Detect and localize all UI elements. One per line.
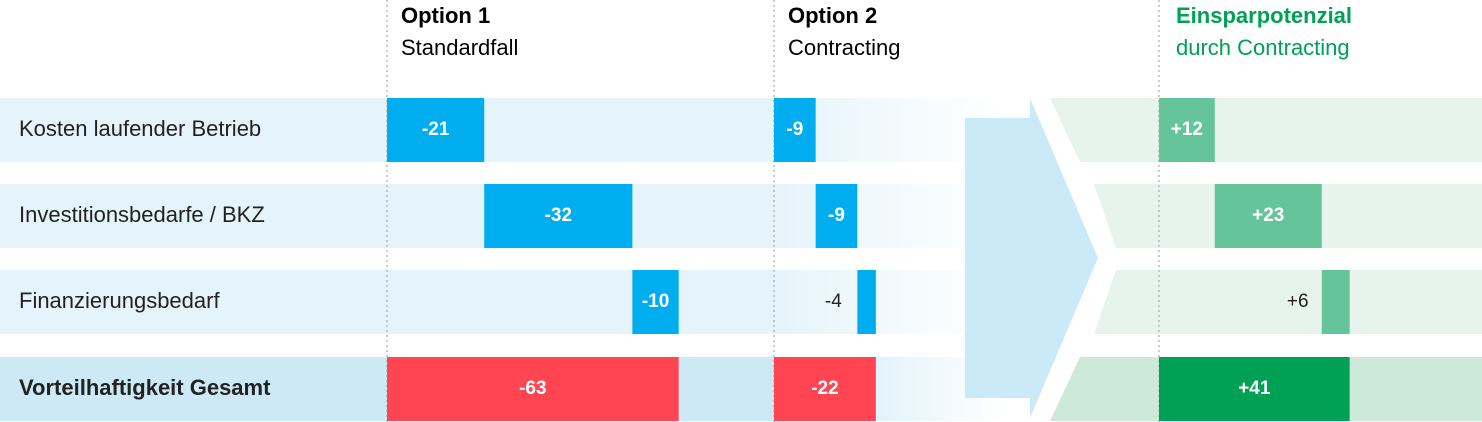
bar — [632, 270, 679, 334]
savings-title: Einsparpotenzial — [1176, 3, 1353, 28]
bar — [484, 184, 633, 248]
row-label: Finanzierungsbedarf — [19, 288, 220, 313]
bar-value-label: -10 — [641, 291, 670, 312]
bar — [1321, 270, 1350, 334]
bar-value-label: -22 — [811, 378, 839, 399]
bar-value-label: -4 — [824, 291, 842, 312]
bar — [1159, 357, 1350, 421]
option1-header: Option 1 Standardfall — [401, 0, 518, 64]
bar — [815, 184, 858, 248]
option1-title: Option 1 — [401, 3, 491, 28]
bar-value-label: -32 — [544, 205, 573, 226]
bar — [1214, 184, 1322, 248]
row-label: Investitionsbedarfe / BKZ — [19, 202, 265, 227]
bar-value-label: +41 — [1238, 378, 1271, 399]
savings-row-band — [1094, 270, 1482, 334]
bar — [387, 357, 679, 421]
savings-header: Einsparpotenzial durch Contracting — [1176, 0, 1352, 64]
bar-value-label: -9 — [828, 205, 845, 226]
bar — [857, 270, 876, 334]
bar-value-label: +23 — [1252, 205, 1285, 226]
transition-arrow — [965, 98, 1098, 418]
option2-title: Option 2 — [788, 3, 878, 28]
bar-value-label: +12 — [1170, 119, 1204, 140]
bar — [1159, 98, 1215, 162]
option2-header: Option 2 Contracting — [788, 0, 901, 64]
bar — [774, 98, 816, 162]
row-label: Vorteilhaftigkeit Gesamt — [19, 375, 271, 400]
bar-value-label: -63 — [519, 378, 547, 399]
bar-value-label: -21 — [421, 119, 450, 140]
row-label: Kosten laufender Betrieb — [19, 116, 262, 141]
savings-row-band — [1050, 98, 1482, 162]
option2-subtitle: Contracting — [788, 35, 901, 60]
bar — [387, 98, 485, 162]
bar — [774, 357, 876, 421]
savings-subtitle: durch Contracting — [1176, 35, 1350, 60]
option1-subtitle: Standardfall — [401, 35, 519, 60]
bar-value-label: -9 — [786, 119, 804, 140]
bar-value-label: +6 — [1286, 291, 1309, 312]
